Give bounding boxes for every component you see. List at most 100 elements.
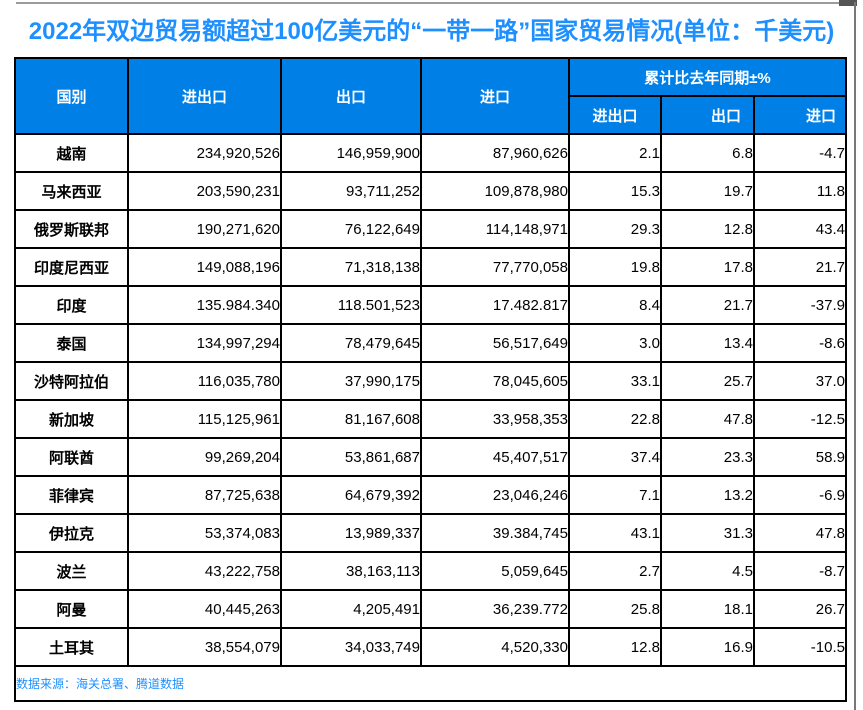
export-cell: 38,163,113	[280, 551, 422, 591]
yoy-total-cell: 2.1	[568, 133, 662, 173]
import-cell: 17.482.817	[420, 285, 570, 325]
yoy-import-cell: 47.8	[753, 513, 847, 553]
yoy-total-cell: 22.8	[568, 399, 662, 439]
screen-edge-corner	[839, 0, 857, 6]
import-cell: 5,059,645	[420, 551, 570, 591]
yoy-import-cell: -6.9	[753, 475, 847, 515]
import-cell: 109,878,980	[420, 171, 570, 211]
yoy-import-cell: 43.4	[753, 209, 847, 249]
yoy-import-cell: 26.7	[753, 589, 847, 629]
yoy-import-cell: 37.0	[753, 361, 847, 401]
country-cell: 俄罗斯联邦	[14, 209, 129, 249]
yoy-total-cell: 7.1	[568, 475, 662, 515]
yoy-export-cell: 47.8	[660, 399, 755, 439]
header-yoy-import: 进口	[753, 95, 847, 135]
country-cell: 印度	[14, 285, 129, 325]
import-cell: 39.384,745	[420, 513, 570, 553]
trade-table: 国别 进出口 出口 进口 累计比去年同期±% 进出口 出口 进口 越南 234,…	[14, 57, 847, 702]
country-cell: 菲律宾	[14, 475, 129, 515]
yoy-total-cell: 8.4	[568, 285, 662, 325]
country-cell: 阿联酋	[14, 437, 129, 477]
yoy-export-cell: 13.2	[660, 475, 755, 515]
yoy-total-cell: 43.1	[568, 513, 662, 553]
export-cell: 37,990,175	[280, 361, 422, 401]
table-row: 印度 135.984.340 118.501,523 17.482.817 8.…	[14, 285, 847, 325]
yoy-export-cell: 19.7	[660, 171, 755, 211]
yoy-import-cell: -12.5	[753, 399, 847, 439]
table-row: 阿联酋 99,269,204 53,861,687 45,407,517 37.…	[14, 437, 847, 477]
yoy-import-cell: -8.7	[753, 551, 847, 591]
export-cell: 78,479,645	[280, 323, 422, 363]
export-cell: 93,711,252	[280, 171, 422, 211]
import-cell: 33,958,353	[420, 399, 570, 439]
export-cell: 71,318,138	[280, 247, 422, 287]
yoy-total-cell: 3.0	[568, 323, 662, 363]
yoy-export-cell: 18.1	[660, 589, 755, 629]
country-cell: 越南	[14, 133, 129, 173]
export-cell: 34,033,749	[280, 627, 422, 667]
data-source-note: 数据来源：海关总署、腾道数据	[14, 665, 847, 702]
export-cell: 13,989,337	[280, 513, 422, 553]
yoy-total-cell: 2.7	[568, 551, 662, 591]
total-cell: 87,725,638	[127, 475, 282, 515]
total-cell: 116,035,780	[127, 361, 282, 401]
yoy-import-cell: -4.7	[753, 133, 847, 173]
total-cell: 38,554,079	[127, 627, 282, 667]
yoy-export-cell: 17.8	[660, 247, 755, 287]
screen-edge-top-line	[16, 2, 846, 4]
yoy-import-cell: 11.8	[753, 171, 847, 211]
header-row-sub: 进出口 出口 进口	[15, 95, 847, 135]
import-cell: 45,407,517	[420, 437, 570, 477]
yoy-export-cell: 23.3	[660, 437, 755, 477]
yoy-export-cell: 16.9	[660, 627, 755, 667]
table-row: 阿曼 40,445,263 4,205,491 36,239.772 25.8 …	[14, 589, 847, 629]
total-cell: 234,920,526	[127, 133, 282, 173]
header-yoy-total: 进出口	[568, 95, 662, 135]
table-row: 越南 234,920,526 146,959,900 87,960,626 2.…	[14, 133, 847, 173]
export-cell: 4,205,491	[280, 589, 422, 629]
table-row: 马来西亚 203,590,231 93,711,252 109,878,980 …	[14, 171, 847, 211]
table-header: 国别 进出口 出口 进口 累计比去年同期±% 进出口 出口 进口	[14, 57, 847, 135]
import-cell: 36,239.772	[420, 589, 570, 629]
yoy-export-cell: 4.5	[660, 551, 755, 591]
yoy-total-cell: 15.3	[568, 171, 662, 211]
table-row: 俄罗斯联邦 190,271,620 76,122,649 114,148,971…	[14, 209, 847, 249]
country-cell: 土耳其	[14, 627, 129, 667]
total-cell: 134,997,294	[127, 323, 282, 363]
yoy-import-cell: 21.7	[753, 247, 847, 287]
yoy-total-cell: 12.8	[568, 627, 662, 667]
yoy-export-cell: 31.3	[660, 513, 755, 553]
export-cell: 146,959,900	[280, 133, 422, 173]
yoy-total-cell: 37.4	[568, 437, 662, 477]
country-cell: 新加坡	[14, 399, 129, 439]
table-row: 沙特阿拉伯 116,035,780 37,990,175 78,045,605 …	[14, 361, 847, 401]
yoy-import-cell: 58.9	[753, 437, 847, 477]
table-row: 新加坡 115,125,961 81,167,608 33,958,353 22…	[14, 399, 847, 439]
country-cell: 阿曼	[14, 589, 129, 629]
total-cell: 115,125,961	[127, 399, 282, 439]
total-cell: 53,374,083	[127, 513, 282, 553]
source-row: 数据来源：海关总署、腾道数据	[14, 665, 847, 702]
import-cell: 77,770,058	[420, 247, 570, 287]
import-cell: 114,148,971	[420, 209, 570, 249]
total-cell: 40,445,263	[127, 589, 282, 629]
header-yoy-export: 出口	[660, 95, 755, 135]
yoy-export-cell: 13.4	[660, 323, 755, 363]
yoy-import-cell: -37.9	[753, 285, 847, 325]
total-cell: 99,269,204	[127, 437, 282, 477]
import-cell: 87,960,626	[420, 133, 570, 173]
export-cell: 64,679,392	[280, 475, 422, 515]
header-import: 进口	[420, 57, 570, 135]
yoy-total-cell: 29.3	[568, 209, 662, 249]
header-country: 国别	[14, 57, 129, 135]
total-cell: 43,222,758	[127, 551, 282, 591]
country-cell: 波兰	[14, 551, 129, 591]
country-cell: 伊拉克	[14, 513, 129, 553]
yoy-total-cell: 19.8	[568, 247, 662, 287]
screen-edge-right-line	[854, 2, 856, 710]
export-cell: 53,861,687	[280, 437, 422, 477]
header-yoy-group: 累计比去年同期±%	[568, 57, 847, 97]
table-body: 越南 234,920,526 146,959,900 87,960,626 2.…	[14, 133, 847, 702]
header-export: 出口	[280, 57, 422, 135]
yoy-export-cell: 12.8	[660, 209, 755, 249]
